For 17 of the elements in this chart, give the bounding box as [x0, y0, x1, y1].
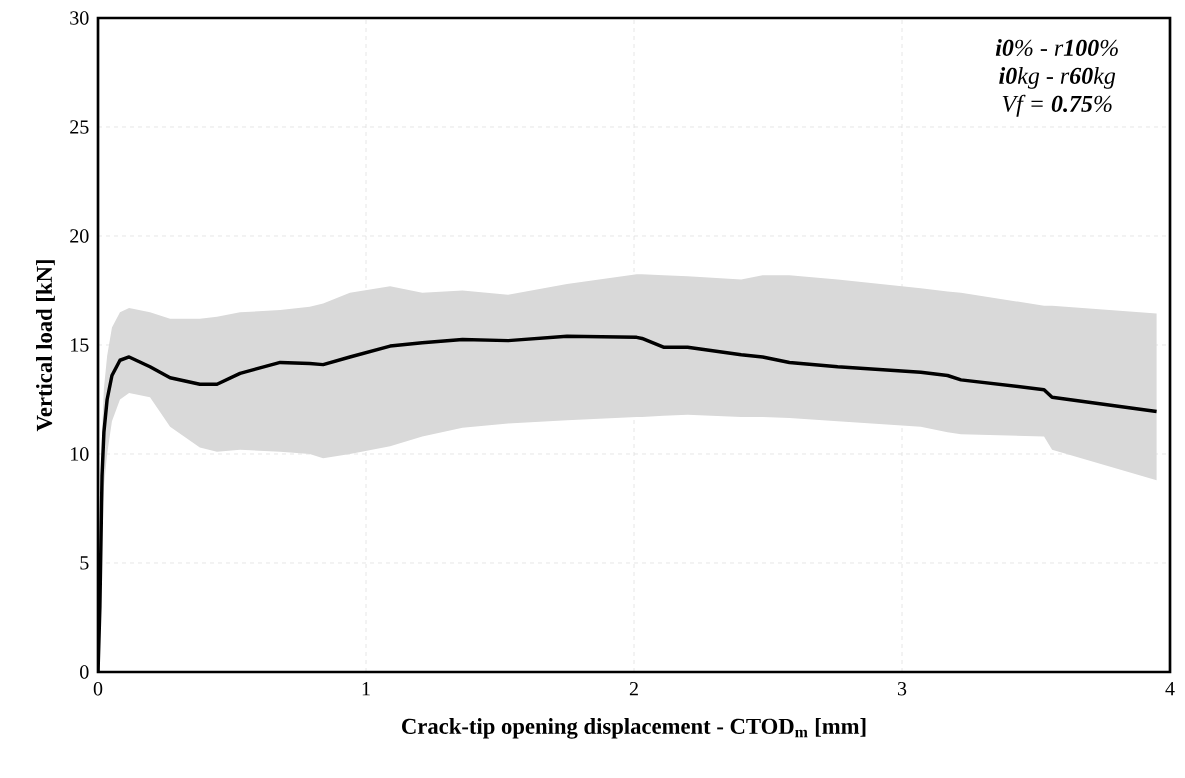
annotation: Vf = 0.75%	[1002, 94, 1112, 117]
x-tick-label: 1	[362, 682, 370, 696]
x-tick-label: 0	[93, 682, 103, 696]
x-tick-label: 3	[897, 682, 907, 696]
x-tick-label: 2	[629, 682, 638, 696]
annotation: i0kg - r60kg	[999, 67, 1116, 89]
y-tick-label: 15	[71, 338, 89, 352]
x-tick-label: 4	[1165, 682, 1175, 696]
x-axis-title: Crack-tip opening displacement - CTOD$_{m}$ [mm]	[402, 718, 866, 739]
y-tick-label: 20	[70, 229, 89, 243]
y-tick-label: 10	[71, 447, 89, 461]
y-tick-label: 25	[70, 120, 89, 134]
y-tick-label: 30	[70, 11, 89, 25]
y-tick-label: 0	[80, 665, 89, 679]
y-tick-label: 5	[80, 556, 89, 570]
annotation: i0% - r100%	[995, 39, 1118, 57]
y-axis-title: Vertical load [kN]	[36, 260, 55, 432]
